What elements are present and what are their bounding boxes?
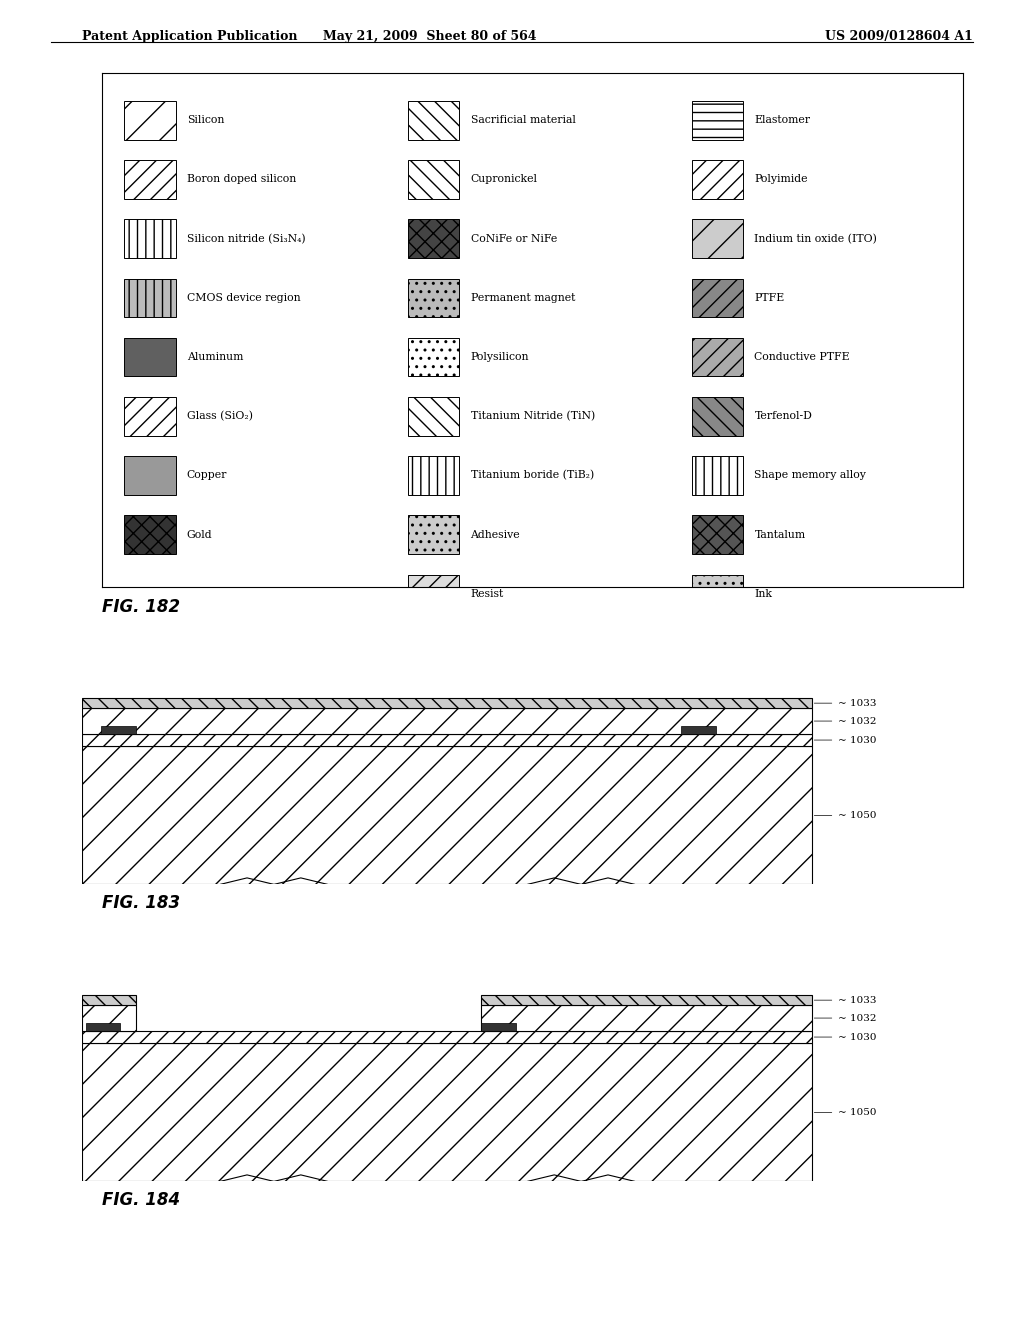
Text: ~ 1032: ~ 1032	[839, 1014, 877, 1023]
Text: Silicon: Silicon	[186, 115, 224, 125]
Bar	[681, 726, 716, 734]
Bar	[408, 457, 460, 495]
Text: Boron doped silicon: Boron doped silicon	[186, 174, 296, 185]
Text: Indium tin oxide (ITO): Indium tin oxide (ITO)	[755, 234, 878, 244]
Text: Silicon nitride (Si₃N₄): Silicon nitride (Si₃N₄)	[186, 234, 305, 244]
Text: Terfenol-D: Terfenol-D	[755, 412, 812, 421]
Bar	[124, 279, 175, 317]
Text: ~ 1033: ~ 1033	[839, 995, 877, 1005]
Bar	[408, 574, 460, 612]
Text: Polysilicon: Polysilicon	[471, 352, 529, 362]
Bar	[82, 1005, 135, 1031]
Text: ~ 1030: ~ 1030	[839, 735, 877, 744]
Bar	[408, 279, 460, 317]
Text: Glass (SiO₂): Glass (SiO₂)	[186, 411, 253, 421]
Bar	[124, 160, 175, 199]
Bar	[691, 279, 743, 317]
Text: US 2009/0128604 A1: US 2009/0128604 A1	[825, 30, 973, 44]
Bar	[408, 219, 460, 257]
Bar	[124, 515, 175, 554]
Text: Elastomer: Elastomer	[755, 115, 810, 125]
Text: Patent Application Publication: Patent Application Publication	[82, 30, 297, 44]
Bar	[124, 219, 175, 257]
Bar	[408, 160, 460, 199]
Text: Aluminum: Aluminum	[186, 352, 243, 362]
Text: Copper: Copper	[186, 470, 227, 480]
Text: Shape memory alloy: Shape memory alloy	[755, 470, 866, 480]
Text: Titanium boride (TiB₂): Titanium boride (TiB₂)	[471, 470, 594, 480]
Bar	[408, 515, 460, 554]
Text: Titanium Nitride (TiN): Titanium Nitride (TiN)	[471, 411, 595, 421]
Text: ~ 1050: ~ 1050	[839, 810, 877, 820]
Bar	[82, 1031, 812, 1043]
Text: ~ 1050: ~ 1050	[839, 1107, 877, 1117]
Bar	[82, 708, 812, 734]
Text: PTFE: PTFE	[755, 293, 784, 302]
Text: Tantalum: Tantalum	[755, 529, 806, 540]
Bar	[408, 397, 460, 436]
Bar	[691, 219, 743, 257]
Text: ~ 1033: ~ 1033	[839, 698, 877, 708]
Text: Resist: Resist	[471, 589, 504, 599]
Bar	[408, 100, 460, 140]
Bar	[691, 100, 743, 140]
Text: FIG. 184: FIG. 184	[102, 1191, 180, 1209]
Bar	[124, 338, 175, 376]
Text: Ink: Ink	[755, 589, 772, 599]
Text: ~ 1032: ~ 1032	[839, 717, 877, 726]
Bar	[691, 457, 743, 495]
Bar	[82, 1043, 812, 1181]
Bar	[101, 726, 135, 734]
Bar	[82, 734, 812, 746]
Text: ~ 1030: ~ 1030	[839, 1032, 877, 1041]
Bar	[82, 995, 135, 1005]
Bar	[124, 457, 175, 495]
Text: Conductive PTFE: Conductive PTFE	[755, 352, 850, 362]
Bar	[691, 574, 743, 612]
Bar	[86, 1023, 121, 1031]
Text: Sacrificial material: Sacrificial material	[471, 115, 575, 125]
Bar	[691, 515, 743, 554]
Bar	[408, 338, 460, 376]
Bar	[124, 397, 175, 436]
Text: Adhesive: Adhesive	[471, 529, 520, 540]
Text: Cupronickel: Cupronickel	[471, 174, 538, 185]
Bar	[691, 338, 743, 376]
Text: Polyimide: Polyimide	[755, 174, 808, 185]
Text: Gold: Gold	[186, 529, 212, 540]
Bar	[82, 746, 812, 884]
Bar	[481, 1023, 516, 1031]
Bar	[691, 397, 743, 436]
Text: FIG. 182: FIG. 182	[102, 598, 180, 616]
Bar	[82, 698, 812, 708]
Text: CoNiFe or NiFe: CoNiFe or NiFe	[471, 234, 557, 244]
Bar	[691, 160, 743, 199]
Bar	[481, 995, 812, 1005]
Text: May 21, 2009  Sheet 80 of 564: May 21, 2009 Sheet 80 of 564	[324, 30, 537, 44]
Text: Permanent magnet: Permanent magnet	[471, 293, 574, 302]
Text: CMOS device region: CMOS device region	[186, 293, 300, 302]
Bar	[124, 100, 175, 140]
Text: FIG. 183: FIG. 183	[102, 894, 180, 912]
Bar	[481, 1005, 812, 1031]
